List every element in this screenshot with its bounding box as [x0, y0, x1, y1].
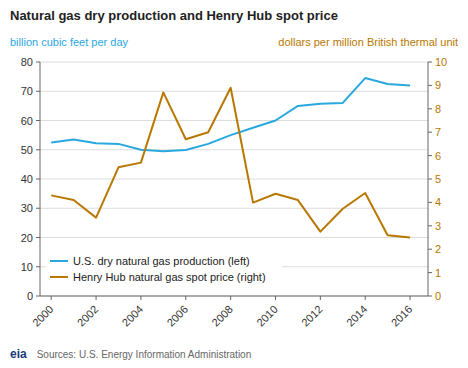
- x-tick-label: 2014: [344, 303, 370, 329]
- y2-tick-label: 3: [435, 220, 441, 232]
- legend: U.S. dry natural gas production (left) He…: [46, 250, 282, 288]
- y2-tick: [428, 179, 432, 180]
- y2-tick-label: 0: [435, 290, 441, 302]
- y-tick-label: 70: [21, 85, 33, 97]
- grid-line: [40, 91, 428, 92]
- grid-line: [40, 179, 428, 180]
- series-line: [51, 88, 410, 238]
- chart: Natural gas dry production and Henry Hub…: [0, 0, 468, 368]
- x-tick: [140, 296, 141, 300]
- x-axis-line: [40, 296, 428, 297]
- y2-tick: [428, 155, 432, 156]
- x-tick-label: 2000: [30, 303, 56, 329]
- y2-tick-label: 6: [435, 150, 441, 162]
- y2-tick: [428, 202, 432, 203]
- y-tick: [36, 266, 40, 267]
- plot-area: [51, 78, 410, 237]
- y2-axis-line: [428, 62, 429, 296]
- y2-tick: [428, 296, 432, 297]
- x-tick-label: 2008: [209, 303, 235, 329]
- legend-entry: U.S. dry natural gas production (left): [73, 255, 250, 267]
- grid-line: [40, 120, 428, 121]
- y2-tick-label: 4: [435, 196, 441, 208]
- y2-tick: [428, 108, 432, 109]
- annotation: Sources: U.S. Energy Information Adminis…: [37, 349, 252, 360]
- y2-tick: [428, 62, 432, 63]
- y2-tick-label: 5: [435, 173, 441, 185]
- annotation: eia: [10, 347, 27, 361]
- y-tick: [36, 179, 40, 180]
- x-tick-label: 2010: [254, 303, 280, 329]
- y-tick: [36, 149, 40, 150]
- grid-line: [40, 296, 428, 297]
- y-tick: [36, 62, 40, 63]
- y2-axis-label: dollars per million British thermal unit: [278, 36, 458, 48]
- background: [0, 0, 468, 368]
- x-tick: [96, 296, 97, 300]
- grid-line: [40, 149, 428, 150]
- y2-tick-label: 10: [435, 56, 447, 68]
- y2-tick-label: 7: [435, 126, 441, 138]
- x-tick: [320, 296, 321, 300]
- x-tick: [185, 296, 186, 300]
- y2-tick: [428, 225, 432, 226]
- y2-tick: [428, 272, 432, 273]
- x-tick: [410, 296, 411, 300]
- y-tick: [36, 120, 40, 121]
- y-tick-label: 40: [21, 173, 33, 185]
- y-axis-label: billion cubic feet per day: [10, 36, 129, 48]
- y-tick: [36, 91, 40, 92]
- x-tick: [275, 296, 276, 300]
- x-tick-label: 2002: [75, 303, 101, 329]
- y2-tick-label: 2: [435, 243, 441, 255]
- x-tick-label: 2012: [299, 303, 325, 329]
- legend-background: [46, 250, 282, 288]
- legend-swatch: [50, 260, 68, 262]
- legend-swatch: [50, 276, 68, 278]
- y-tick-label: 0: [27, 290, 33, 302]
- axes: 0 10 20 30 40 50 60 70 80 0 1 2 3 4 5 6 7 8 9 10 2000 2002 200…: [21, 56, 448, 329]
- y-tick-label: 30: [21, 202, 33, 214]
- grid-line: [40, 62, 428, 63]
- y2-tick-label: 9: [435, 79, 441, 91]
- y-tick-label: 10: [21, 261, 33, 273]
- x-tick: [230, 296, 231, 300]
- x-tick-label: 2016: [389, 303, 415, 329]
- y-tick: [36, 296, 40, 297]
- legend-entry: Henry Hub natural gas spot price (right): [73, 271, 266, 283]
- y2-tick: [428, 132, 432, 133]
- grid-line: [40, 237, 428, 238]
- y2-tick: [428, 85, 432, 86]
- x-tick: [51, 296, 52, 300]
- y-tick-label: 60: [21, 115, 33, 127]
- y-tick: [36, 208, 40, 209]
- grid-line: [40, 208, 428, 209]
- y-tick-label: 20: [21, 232, 33, 244]
- x-tick-label: 2006: [164, 303, 190, 329]
- y-tick-label: 80: [21, 56, 33, 68]
- y2-tick: [428, 249, 432, 250]
- y2-tick-label: 1: [435, 267, 441, 279]
- title: Natural gas dry production and Henry Hub…: [10, 8, 338, 23]
- y-tick-label: 50: [21, 144, 33, 156]
- x-tick: [365, 296, 366, 300]
- y2-tick-label: 8: [435, 103, 441, 115]
- y-axis-line: [40, 62, 41, 296]
- y-tick: [36, 237, 40, 238]
- x-tick-label: 2004: [120, 303, 146, 329]
